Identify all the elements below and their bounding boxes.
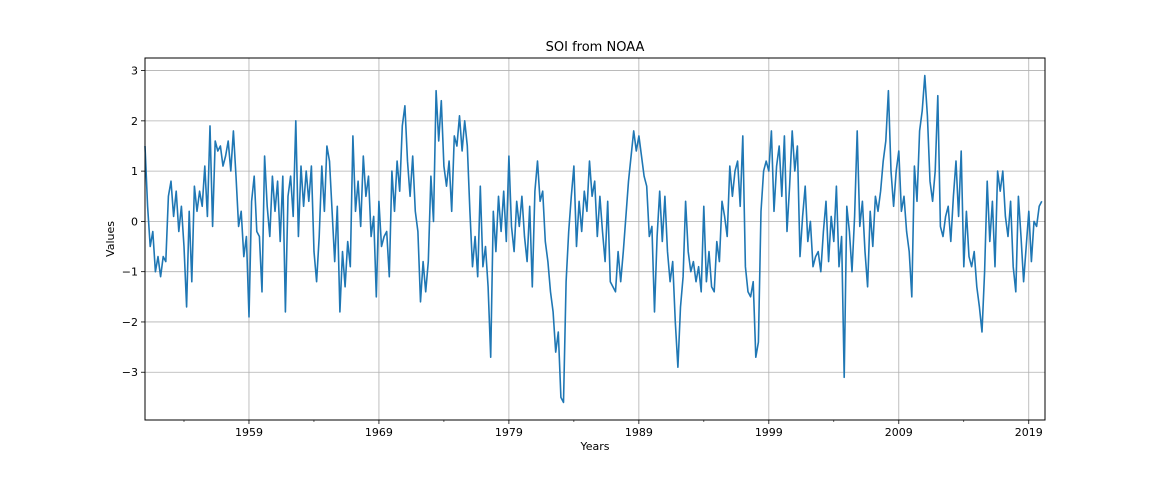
- y-tick-label: −3: [122, 366, 138, 379]
- y-tick-label: −1: [122, 266, 138, 279]
- x-axis-label: Years: [579, 440, 609, 453]
- y-tick-label: −2: [122, 316, 138, 329]
- y-tick-label: 1: [131, 165, 138, 178]
- y-axis: −3 −2 −1 0 1 2 3: [122, 65, 145, 379]
- x-tick-label: 2019: [1015, 426, 1043, 439]
- x-tick-label: 1979: [495, 426, 523, 439]
- y-tick-label: 3: [131, 65, 138, 78]
- x-axis: 1959 1969 1979 1989 1999 2009 2019: [183, 420, 1043, 439]
- x-tick-label: 1959: [235, 426, 263, 439]
- soi-series-line: [144, 74, 1043, 404]
- series-layer: [144, 74, 1043, 404]
- grid-lines: [145, 58, 1045, 420]
- x-tick-label: 2009: [885, 426, 913, 439]
- plot-frame: [144, 57, 1046, 421]
- y-axis-label: Values: [104, 221, 117, 257]
- x-tick-label: 1969: [365, 426, 393, 439]
- chart-title: SOI from NOAA: [546, 40, 645, 55]
- y-tick-label: 0: [131, 215, 138, 228]
- x-tick-label: 1999: [755, 426, 783, 439]
- y-tick-label: 2: [131, 115, 138, 128]
- x-tick-label: 1989: [625, 426, 653, 439]
